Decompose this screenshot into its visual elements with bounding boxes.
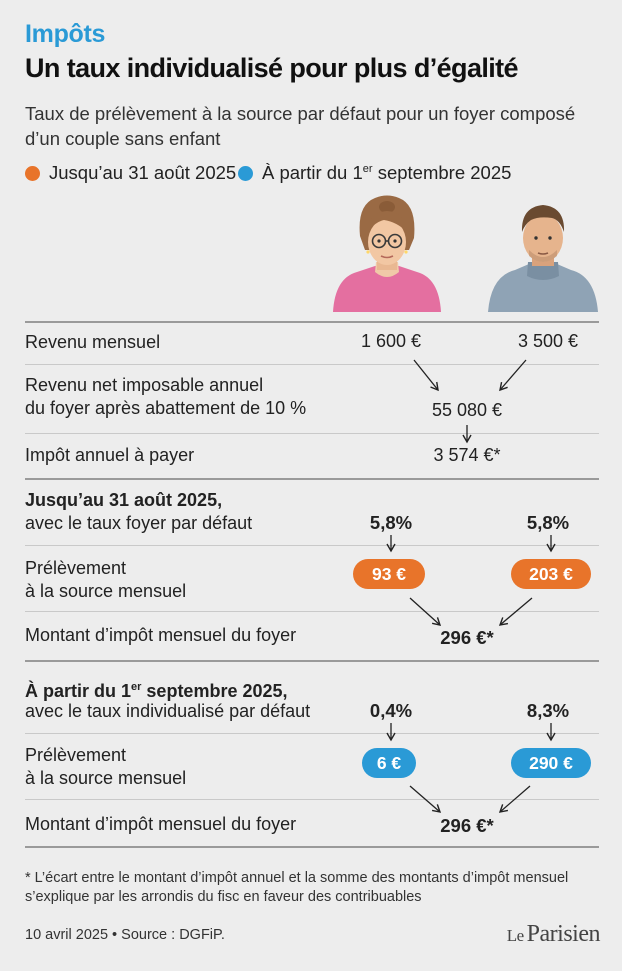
arrow-icon bbox=[498, 785, 531, 813]
section1-amount-woman: 93 € bbox=[353, 559, 425, 589]
row-label-revenu-mensuel: Revenu mensuel bbox=[25, 332, 161, 352]
section2-total: 296 €* bbox=[440, 815, 494, 836]
section1-subheading: avec le taux foyer par défaut bbox=[25, 513, 253, 533]
subtitle: Taux de prélèvement à la source par défa… bbox=[25, 103, 576, 149]
arrow-icon bbox=[499, 359, 527, 392]
arrow-icon bbox=[413, 359, 439, 392]
revenu-woman: 1 600 € bbox=[360, 331, 422, 351]
separator bbox=[25, 799, 599, 800]
section1-amount-man: 203 € bbox=[511, 559, 591, 589]
revenu-net-value: 55 080 € bbox=[431, 400, 503, 420]
separator bbox=[25, 660, 599, 662]
separator bbox=[25, 478, 599, 480]
arrow-icon bbox=[498, 597, 533, 626]
section2-prelevement-label: Prélèvement à la source mensuel bbox=[25, 745, 187, 788]
section2-heading: À partir du 1er septembre 2025, bbox=[25, 681, 288, 701]
orange-dot-icon bbox=[25, 165, 40, 181]
kicker: Impôts bbox=[25, 20, 106, 48]
page-title: Un taux individualisé pour plus d’égalit… bbox=[25, 53, 519, 83]
footnote: * L’écart entre le montant d’impôt annue… bbox=[25, 870, 569, 905]
section2-amount-man: 290 € bbox=[511, 748, 591, 778]
arrow-icon bbox=[409, 597, 442, 626]
section1-prelevement-label: Prélèvement à la source mensuel bbox=[25, 558, 187, 601]
separator bbox=[25, 364, 599, 365]
separator bbox=[25, 433, 599, 434]
section1-total-label: Montant d’impôt mensuel du foyer bbox=[25, 625, 297, 645]
separator bbox=[25, 321, 599, 323]
legend-label-before: Jusqu’au 31 août 2025 bbox=[49, 162, 237, 183]
man-avatar bbox=[488, 205, 598, 312]
row-label-revenu-net: Revenu net imposable annuel du foyer apr… bbox=[25, 375, 307, 418]
section2-subheading: avec le taux individualisé par défaut bbox=[25, 701, 311, 721]
source-line: 10 avril 2025 • Source : DGFiP. bbox=[25, 927, 225, 943]
separator bbox=[25, 846, 599, 848]
le-parisien-logo: Le Parisien bbox=[506, 921, 601, 947]
section2-amount-woman: 6 € bbox=[362, 748, 416, 778]
arrow-icon bbox=[409, 785, 442, 813]
section1-rate-man: 5,8% bbox=[526, 512, 570, 533]
row-label-impot-annuel: Impôt annuel à payer bbox=[25, 445, 195, 465]
section2-rate-man: 8,3% bbox=[526, 700, 570, 721]
separator bbox=[25, 545, 599, 546]
legend-item-after: À partir du 1er septembre 2025 bbox=[238, 162, 511, 184]
section1-rate-woman: 5,8% bbox=[369, 512, 413, 533]
woman-avatar bbox=[333, 195, 441, 312]
separator bbox=[25, 611, 599, 612]
section2-rate-woman: 0,4% bbox=[369, 700, 413, 721]
impot-annuel-value: 3 574 €* bbox=[433, 445, 501, 465]
separator bbox=[25, 733, 599, 734]
revenu-man: 3 500 € bbox=[517, 331, 579, 351]
section1-total: 296 €* bbox=[440, 627, 494, 648]
section2-total-label: Montant d’impôt mensuel du foyer bbox=[25, 814, 297, 834]
legend-label-after: À partir du 1er septembre 2025 bbox=[262, 162, 512, 183]
blue-dot-icon bbox=[238, 165, 253, 181]
section1-heading: Jusqu’au 31 août 2025, bbox=[25, 490, 223, 510]
legend-item-before: Jusqu’au 31 août 2025 bbox=[25, 162, 236, 184]
